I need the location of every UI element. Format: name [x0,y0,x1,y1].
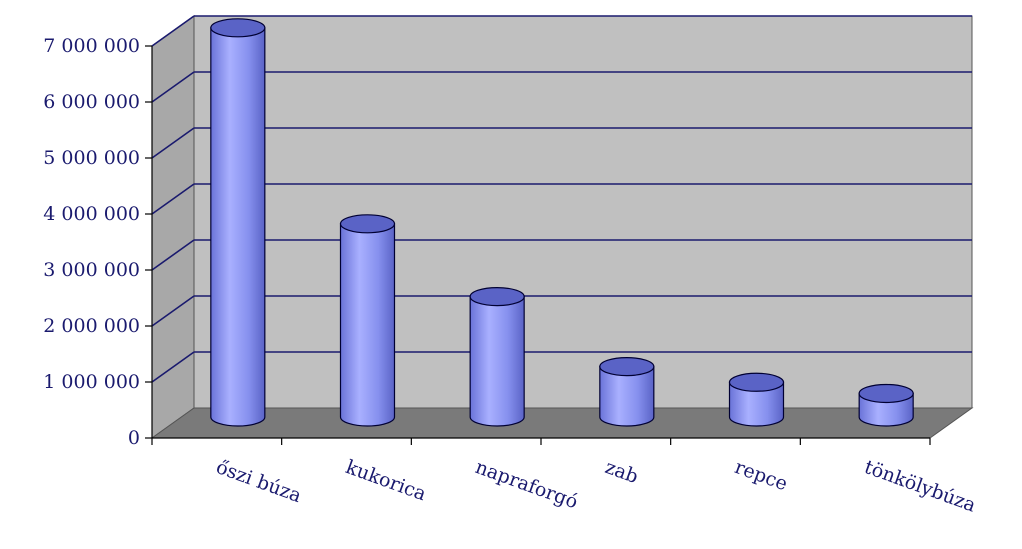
bar-body [339,223,396,427]
gridline-side [151,15,195,47]
y-tick-label: 2 000 000 [43,315,140,337]
bar-4 [599,357,655,427]
bar-body [599,366,655,427]
y-tick-label: 7 000 000 [43,35,140,57]
x-category-label: repce [732,456,791,495]
y-tick-label: 3 000 000 [43,259,140,281]
bar-top [728,372,785,392]
gridline-side [151,71,195,103]
back-wall [193,15,973,409]
y-tick-label: 6 000 000 [43,91,140,113]
y-tick-label: 4 000 000 [43,203,140,225]
bar-top [210,18,266,38]
bar-body [469,296,525,427]
gridline-side [151,239,195,271]
x-category-label: őszi búza [213,456,304,507]
bar-1 [210,18,266,427]
side-wall [151,15,195,439]
y-tick-label: 0 [128,427,140,449]
bar-5 [728,372,785,427]
bar-body [210,27,266,427]
bar-3 [469,287,525,427]
gridline-side [151,127,195,159]
x-category-label: kukorica [343,456,429,505]
gridline-side [151,183,195,215]
x-category-label: zab [602,456,641,488]
bar-top [599,357,655,377]
bar-body [728,381,785,427]
x-category-label: napraforgó [472,456,580,513]
floor [150,407,974,439]
gridline-side [151,295,195,327]
bar-top [858,383,914,404]
gridline-side [151,351,195,383]
bar-top [339,214,396,234]
bar-2 [339,214,396,427]
bar-6 [858,383,914,427]
y-tick-label: 1 000 000 [43,371,140,393]
bar-top [469,287,525,307]
y-tick-label: 5 000 000 [43,147,140,169]
x-category-label: tönkölybúza [861,456,978,517]
